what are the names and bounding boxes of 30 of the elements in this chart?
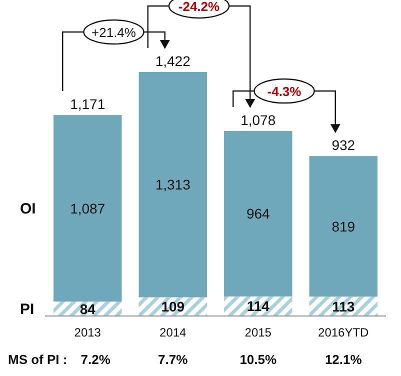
x-tick-label: 2016YTD: [318, 326, 370, 340]
x-tick-label: 2014: [160, 326, 187, 340]
total-label: 1,422: [155, 53, 191, 69]
text: 7.7%: [158, 352, 188, 367]
data-label: 1,313: [155, 176, 191, 193]
text: -24.2%: [178, 0, 220, 14]
data-label: 109: [161, 298, 185, 315]
data-label: 964: [246, 206, 270, 222]
series-label: OI: [20, 200, 36, 218]
x-tick-label: 2013: [74, 326, 102, 340]
data-label: 819: [332, 218, 356, 234]
data-label: 84: [80, 300, 96, 317]
total-label: 1,078: [240, 112, 276, 128]
text: 10.5%: [240, 352, 277, 367]
data-label: 114: [246, 298, 270, 314]
data-label: 113: [332, 298, 355, 314]
bar: [309, 156, 378, 297]
data-label: 1,087: [70, 200, 106, 216]
annotation: -4.3%: [267, 84, 302, 100]
text: MS of PI :: [8, 352, 68, 367]
series-label: PI: [20, 300, 34, 318]
text: 7.2%: [80, 352, 111, 367]
text: 12.1%: [324, 352, 362, 367]
total-label: 932: [332, 137, 356, 154]
text: +21.4%: [92, 25, 136, 40]
x-tick-label: 2015: [244, 326, 272, 340]
bar: [138, 72, 207, 298]
bar: [224, 131, 292, 296]
bar: [54, 115, 122, 302]
total-label: 1,171: [70, 96, 106, 112]
